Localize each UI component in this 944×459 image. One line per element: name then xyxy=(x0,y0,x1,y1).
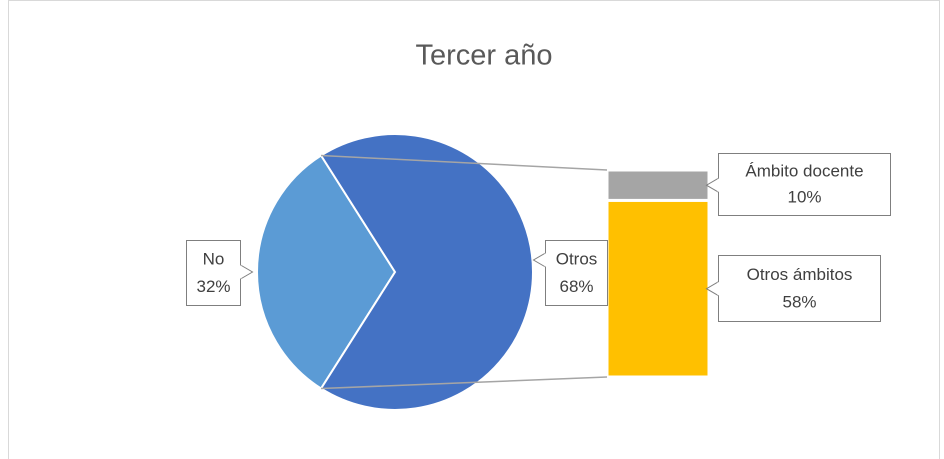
chart-title: Tercer año xyxy=(415,40,552,72)
callout-pointer xyxy=(240,264,254,280)
data-label-value: 68% xyxy=(559,277,593,296)
breakdown-bar xyxy=(605,198,711,379)
callout-box xyxy=(718,153,891,216)
connector-line xyxy=(321,154,608,171)
callout-box xyxy=(186,240,241,306)
pie-slice xyxy=(319,133,534,411)
breakdown-bar xyxy=(605,168,711,202)
data-label-name: Otros ámbitos xyxy=(747,265,853,284)
data-label-value: 58% xyxy=(782,293,816,312)
callout-pointer xyxy=(532,252,546,268)
data-label-name: No xyxy=(203,249,225,268)
data-label-name: Ámbito docente xyxy=(745,162,863,181)
callout-pointer xyxy=(705,177,719,193)
data-label-value: 32% xyxy=(196,277,230,296)
callout-box xyxy=(718,255,881,322)
callout-box xyxy=(545,240,608,306)
pie-slice xyxy=(256,154,397,390)
callout-pointer xyxy=(705,281,719,297)
data-label-value: 10% xyxy=(787,188,821,207)
connector-line xyxy=(321,376,608,390)
data-label-name: Otros xyxy=(556,249,598,268)
